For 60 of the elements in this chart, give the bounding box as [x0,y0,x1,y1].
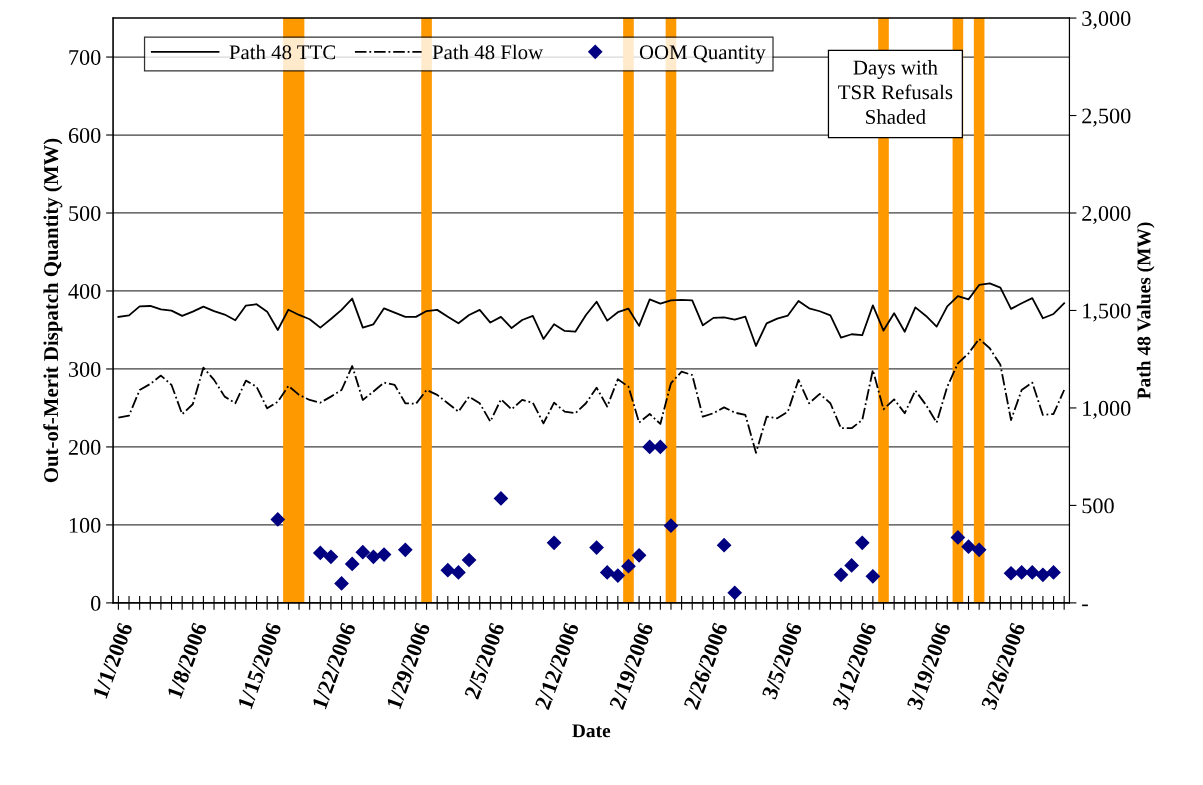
point [461,552,477,568]
point [355,545,370,560]
point [610,568,625,583]
point [653,439,668,455]
line-series [117,338,1066,454]
point [270,512,285,527]
y2-tick-label: 1,000 [1083,400,1131,420]
y2-tick-label: 1,500 [1083,303,1131,322]
y-axis-title: Out-of-Merit Dispatch Quantity (MW) [43,138,63,483]
point [642,439,657,455]
point [323,549,339,564]
y-tick-label: 600 [68,127,101,143]
point [865,569,880,584]
point [717,538,732,553]
point [376,547,392,562]
point [855,535,870,550]
point [334,576,349,591]
point [961,539,976,554]
point [589,540,604,555]
y2-tick-label: 500 [1082,498,1114,514]
y-tick-label: 200 [68,439,101,455]
point [366,549,381,564]
y-tick-label: 700 [69,49,101,65]
y2-tick-label: 2,500 [1082,108,1131,127]
point [663,518,679,533]
legend-label: OOM Quantity [639,45,766,64]
y-tick-label: 500 [69,205,101,221]
x-axis-title: Date [572,724,611,738]
point [345,556,360,571]
point [1046,565,1061,580]
y-tick-label: 300 [69,361,101,377]
y2-tick-label: - [1082,604,1088,607]
y-tick-label: 0 [91,595,101,611]
point [972,542,987,557]
legend-label: Path 48 Flow [432,44,544,60]
point [844,558,859,573]
point [632,548,647,563]
point [621,559,636,574]
point [1035,567,1050,582]
point [600,565,615,580]
y-tick-label: 100 [69,517,101,533]
point [1014,565,1029,580]
point [833,567,849,582]
y2-axis-title: Path 48 Values (MW) [1136,222,1155,399]
point [313,545,328,561]
point [1003,566,1019,581]
point [950,530,965,545]
point [727,585,742,600]
legend-label: Path 48 TTC [229,44,336,60]
point [1025,565,1040,580]
point [451,565,466,580]
y-tick-label: 400 [68,283,101,299]
point [398,542,413,557]
point [440,563,455,578]
line-series [117,282,1066,347]
annotation: Days with TSR Refusals Shaded [838,59,953,124]
point [493,491,509,506]
point [547,535,562,550]
y2-tick-label: 2,000 [1082,205,1131,225]
y2-tick-label: 3,000 [1082,10,1131,30]
